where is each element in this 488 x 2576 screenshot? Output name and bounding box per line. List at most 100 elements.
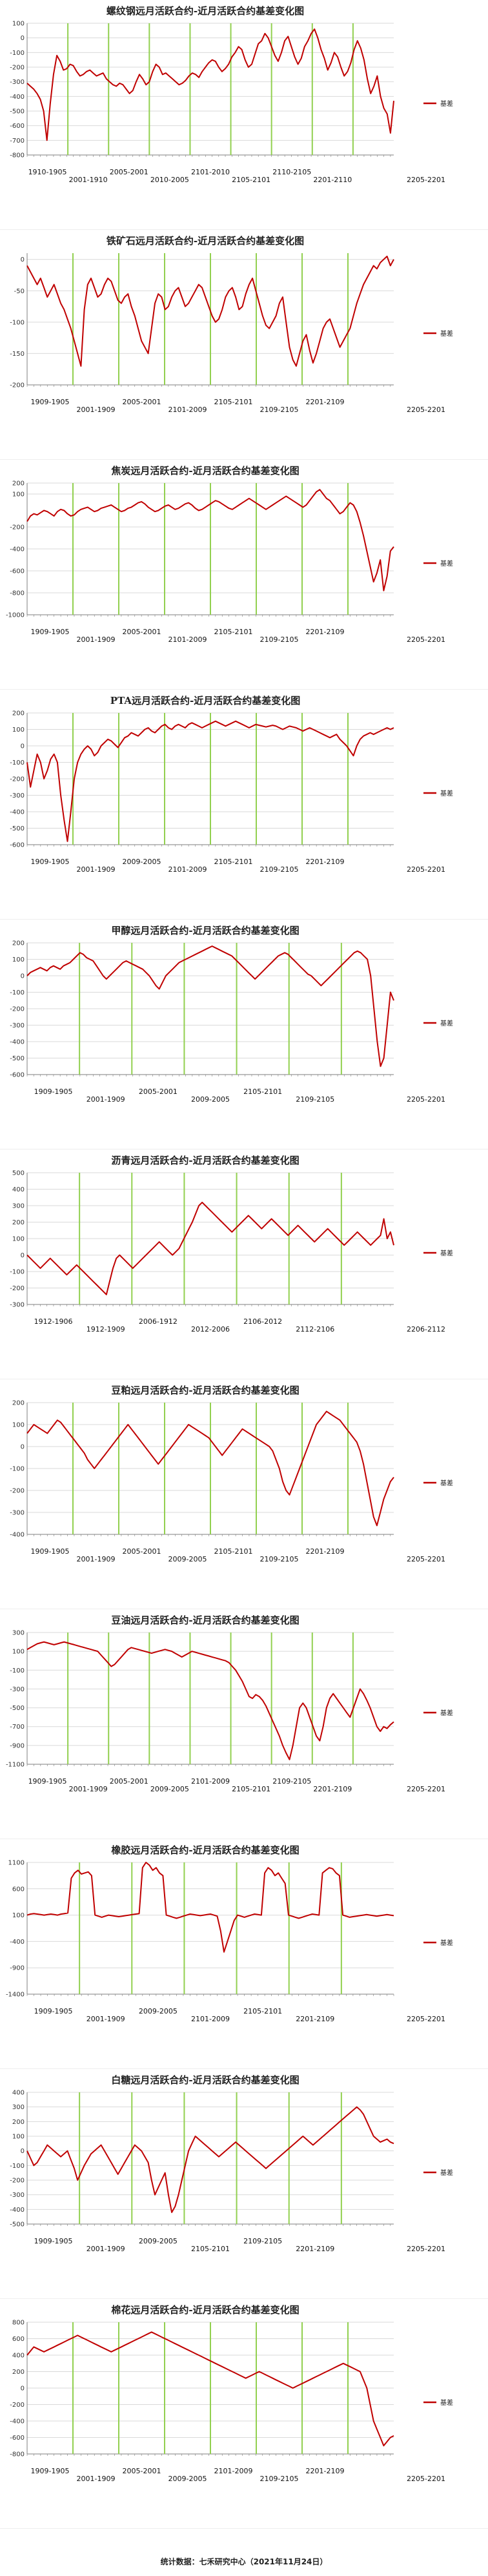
y-tick-label: 200 [12,2369,25,2376]
period-label: 1909-1905 [31,628,70,636]
period-label: 2009-2005 [123,858,161,866]
period-label: 2206-2112 [407,1325,445,1334]
y-tick-label: -500 [10,1705,25,1712]
chart-title: PTA远月活跃合约-近月活跃合约基差变化图 [110,695,301,706]
period-label: 1909-1905 [34,2007,73,2015]
chart-panel-2: 焦炭远月活跃合约-近月活跃合约基差变化图 200 100 -200 -400 -600 -8… [0,460,488,690]
period-label: 2109-2105 [260,2475,299,2483]
chart-panel-10: 棉花远月活跃合约-近月活跃合约基差变化图 800 600 400 200 0 -200 -40… [0,2299,488,2529]
period-label: 2106-2012 [243,1317,282,1326]
period-label: 2001-1909 [86,2245,125,2253]
y-tick-label: -600 [10,842,25,849]
period-label: 1910-1905 [28,168,67,176]
chart-panel-8: 橡胶远月活跃合约-近月活跃合约基差变化图 1100 600 100 -400 -900 -1… [0,1839,488,2069]
chart-title: 沥青远月活跃合约-近月活跃合约基差变化图 [111,1155,299,1166]
series-line-basis [26,1201,394,1295]
series-line-basis [26,2106,394,2213]
period-label: 2201-2109 [306,2467,345,2475]
y-tick-label: 100 [12,2134,25,2141]
y-tick-label: -400 [10,2418,25,2426]
series-line-basis [26,489,394,592]
chart-panel-0: 螺纹钢远月活跃合约-近月活跃合约基差变化图 100 0 -100 -200 -300 -40… [0,0,488,230]
period-label: 2005-2001 [139,1087,178,1096]
period-label: 2205-2201 [407,1785,445,1793]
period-label: 2001-1909 [77,1555,116,1563]
legend-label: 基差 [440,2398,453,2407]
y-tick-label: -100 [10,1269,25,1276]
y-tick-label: 0 [21,743,25,750]
y-tick-label: -100 [10,1667,25,1674]
y-tick-label: -700 [10,138,25,145]
legend-label: 基差 [440,1019,453,1027]
period-label: 2009-2005 [191,1095,230,1104]
period-label: 2109-2105 [296,1095,334,1104]
series-line-basis [26,1410,394,1527]
period-label: 2101-2009 [214,2467,253,2475]
period-label: 2005-2001 [110,168,148,176]
series-line-basis [26,255,394,367]
period-label: 2105-2101 [214,628,253,636]
y-tick-label: 400 [12,1186,25,1193]
y-tick-label: 200 [12,480,25,488]
period-label: 2205-2201 [407,865,445,874]
chart-svg: 铁矿石远月活跃合约-近月活跃合约基差变化图 0 -50 -100 -150 -200 190… [0,235,488,460]
period-label: 2205-2201 [407,406,445,414]
period-label: 2001-1909 [77,406,116,414]
y-tick-label: 400 [12,2090,25,2097]
y-tick-label: -400 [10,1039,25,1046]
period-label: 2105-2101 [191,2245,230,2253]
chart-svg: 橡胶远月活跃合约-近月活跃合约基差变化图 1100 600 100 -400 -900 -1… [0,1844,488,2069]
period-label: 2006-1912 [139,1317,178,1326]
y-tick-label: -600 [10,2435,25,2442]
period-label: 1909-1905 [31,2467,70,2475]
y-tick-label: -900 [10,1742,25,1749]
period-label: 1912-1909 [86,1325,125,1334]
y-tick-label: -400 [10,94,25,101]
y-tick-label: -100 [10,759,25,767]
y-tick-label: -1100 [6,1762,25,1769]
y-tick-label: -300 [10,1510,25,1517]
period-label: 2201-2109 [306,398,345,406]
y-tick-label: -150 [10,351,25,358]
y-tick-label: -200 [10,382,25,389]
period-label: 2101-2009 [168,635,207,644]
y-tick-label: 200 [12,710,25,717]
y-tick-label: 100 [12,491,25,499]
period-label: 2010-2005 [150,176,189,184]
period-label: 2205-2201 [407,176,445,184]
period-label: 2110-2105 [272,168,311,176]
y-tick-label: -900 [10,1965,25,1972]
period-label: 2112-2106 [296,1325,334,1334]
y-tick-label: -300 [10,1686,25,1693]
chart-svg: 棉花远月活跃合约-近月活跃合约基差变化图 800 600 400 200 0 -200 -40… [0,2304,488,2529]
y-tick-label: 0 [21,256,25,263]
chart-title: 豆油远月活跃合约-近月活跃合约基差变化图 [111,1614,299,1626]
period-label: 2109-2105 [272,1777,311,1786]
period-label: 2201-2109 [306,1547,345,1556]
period-label: 2105-2101 [232,176,270,184]
y-tick-label: -100 [10,989,25,996]
period-label: 2009-2005 [168,1555,207,1563]
y-tick-label: -600 [10,1072,25,1079]
y-tick-label: 100 [12,956,25,963]
y-tick-label: 300 [12,1203,25,1210]
period-label: 2109-2105 [260,1555,299,1563]
period-label: 2201-2109 [306,858,345,866]
period-label: 2205-2201 [407,2475,445,2483]
y-tick-label: 200 [12,1219,25,1226]
y-tick-label: 100 [12,21,25,28]
y-tick-label: 200 [12,940,25,947]
period-label: 2201-2109 [296,2245,334,2253]
y-tick-label: -500 [10,108,25,116]
chart-title: 白糖远月活跃合约-近月活跃合约基差变化图 [111,2074,299,2086]
period-label: 1909-1905 [34,1087,73,1096]
period-label: 2101-2009 [168,406,207,414]
period-label: 1909-1905 [28,1777,67,1786]
chart-panel-7: 豆油远月活跃合约-近月活跃合约基差变化图 300 100 -100 -300 -500 -7… [0,1609,488,1839]
period-label: 2101-2010 [191,168,230,176]
y-tick-label: -200 [10,776,25,783]
period-label: 2105-2101 [214,858,253,866]
chart-panel-1: 铁矿石远月活跃合约-近月活跃合约基差变化图 0 -50 -100 -150 -200 190… [0,230,488,460]
period-label: 2109-2105 [243,2237,282,2245]
period-label: 2205-2201 [407,2015,445,2023]
